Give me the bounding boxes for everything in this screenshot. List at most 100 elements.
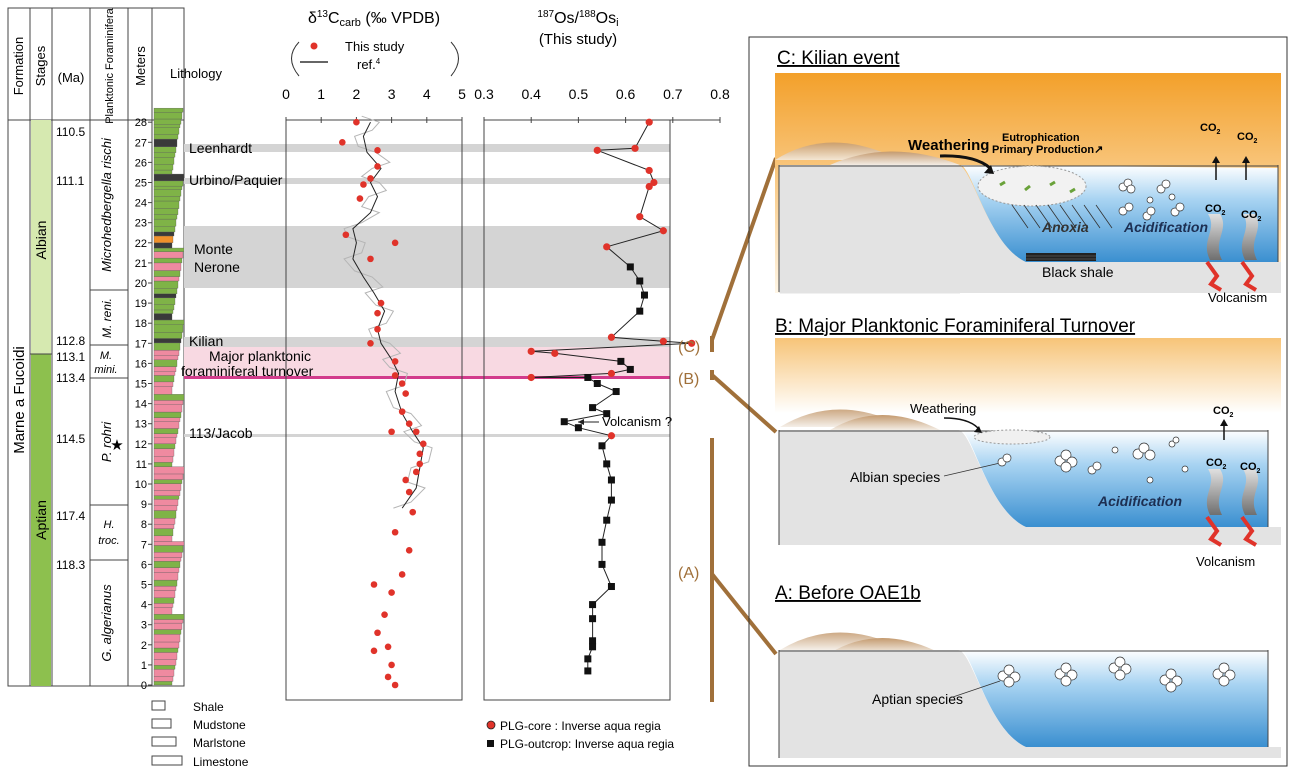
lithology-bed [153,134,179,140]
carbon-legend-this: This study [345,39,405,54]
event-turnover-2: foraminiferal turnover [181,363,314,379]
meter-tick-label: 7 [141,539,147,551]
this-study-point [391,372,399,379]
zone-troc: H. troc. [98,519,119,547]
lithology-bed [153,157,175,165]
carbon-plot-area [339,115,433,689]
core-point [607,369,616,378]
axis-tick-label: 0.4 [521,86,541,102]
this-study-point [398,571,406,578]
scenario-c-acid: Acidification [1123,219,1208,235]
co2-c3: CO2 [1205,203,1226,217]
co2-b1: CO2 [1213,405,1234,419]
band-turnover [184,347,670,377]
scenario-b-volcanism: Volcanism [1196,554,1255,569]
stages-header: Stages [33,45,48,86]
legend-limestone: Limestone [193,755,249,769]
age-111-1: 111.1 [56,174,85,188]
lithology-bed [153,541,185,546]
lithology-bed [153,180,184,187]
outcrop-point [603,516,611,524]
axis-tick-label: 5 [458,86,466,102]
meter-tick-label: 25 [135,178,147,190]
lithology-bed [153,499,179,506]
scenario-c-primary: Primary Production↗ [992,144,1103,156]
lithology-bed [153,375,175,383]
age-114-5: 114.5 [56,432,85,446]
lithology-bed [153,456,174,463]
core-point [527,347,535,355]
axis-tick-label: 0 [282,86,290,102]
core-point [631,144,639,152]
volcanism-question: Volcanism ? [602,414,672,429]
outcrop-point [636,307,644,315]
bracket-label-b: (B) [678,371,699,388]
core-point [645,166,653,175]
strat-column: Formation Stages (Ma) Planktonic Foramin… [7,7,249,769]
outcrop-point [598,560,606,568]
meter-tick-label: 12 [135,439,147,451]
band-urbino [184,178,670,184]
lithology-bed [153,505,178,511]
outcrop-point [607,496,615,504]
meter-tick-label: 27 [135,137,147,149]
this-study-point [402,390,409,397]
lithology-bed [153,466,185,475]
lithology-bed [153,138,178,147]
lithology-bed [153,681,173,686]
outcrop-point [584,373,592,381]
scenario-b-weathering: Weathering [910,401,976,416]
this-study-point [370,647,378,655]
outcrop-point [593,380,601,387]
scenario-b: B: Major Planktonic Foraminiferal Turnov… [775,316,1281,569]
this-study-point [405,488,413,496]
meter-tick-label: 23 [135,218,147,230]
this-study-point [374,147,381,154]
outcrop-point [598,538,606,546]
outcrop-point [612,388,620,396]
lithology-column [153,107,185,686]
outcrop-point [589,615,597,623]
lithology-legend: Shale Mudstone Marlstone Limestone [151,700,249,769]
meter-tick-label: 26 [135,157,147,169]
os-legend-outcrop-marker [487,740,494,747]
lithology-bed [153,309,174,314]
lithology-bed [153,572,179,581]
scenario-c-anoxia: Anoxia [1041,219,1089,235]
lithology-bed [153,359,178,367]
lithology-bed [153,579,178,587]
this-study-point [416,460,424,468]
outcrop-point [584,667,592,675]
scenario-c: C: Kilian event Weathering Eutrophicatio… [775,48,1281,305]
lithology-bed [153,338,182,344]
lithology-bed [153,381,174,387]
os-legend-outcrop: PLG-outcrop: Inverse aqua regia [500,737,674,751]
age-113-1: 113.1 [56,350,85,364]
lithology-bed [153,647,179,653]
this-study-point [367,175,374,182]
outcrop-point [589,404,597,412]
meter-tick-label: 28 [135,117,147,129]
scenario-b-albian: Albian species [850,469,940,485]
lithology-bed [153,524,175,529]
lithology-bed [153,669,175,677]
outcrop-point [603,460,611,468]
this-study-point [419,440,427,448]
lithology-bed [153,590,176,598]
core-point [645,118,653,126]
this-study-point [391,528,399,536]
lithology-bed [153,371,176,376]
lithology-bed [153,226,176,233]
lithology-bed [153,112,183,120]
legend-shale: Shale [193,700,224,714]
stage-aptian: Aptian [33,500,49,540]
lithology-bed [153,257,183,264]
legend-marlstone: Marlstone [193,736,246,750]
lithology-bed [153,288,178,295]
meter-tick-label: 15 [135,379,147,391]
weathering-cloud-b [973,429,1051,445]
zone-rischi: Microhedbergella rischi [99,137,114,272]
legend-limestone-symbol [151,755,183,766]
this-study-point [374,629,381,637]
formation-header: Formation [11,37,26,96]
